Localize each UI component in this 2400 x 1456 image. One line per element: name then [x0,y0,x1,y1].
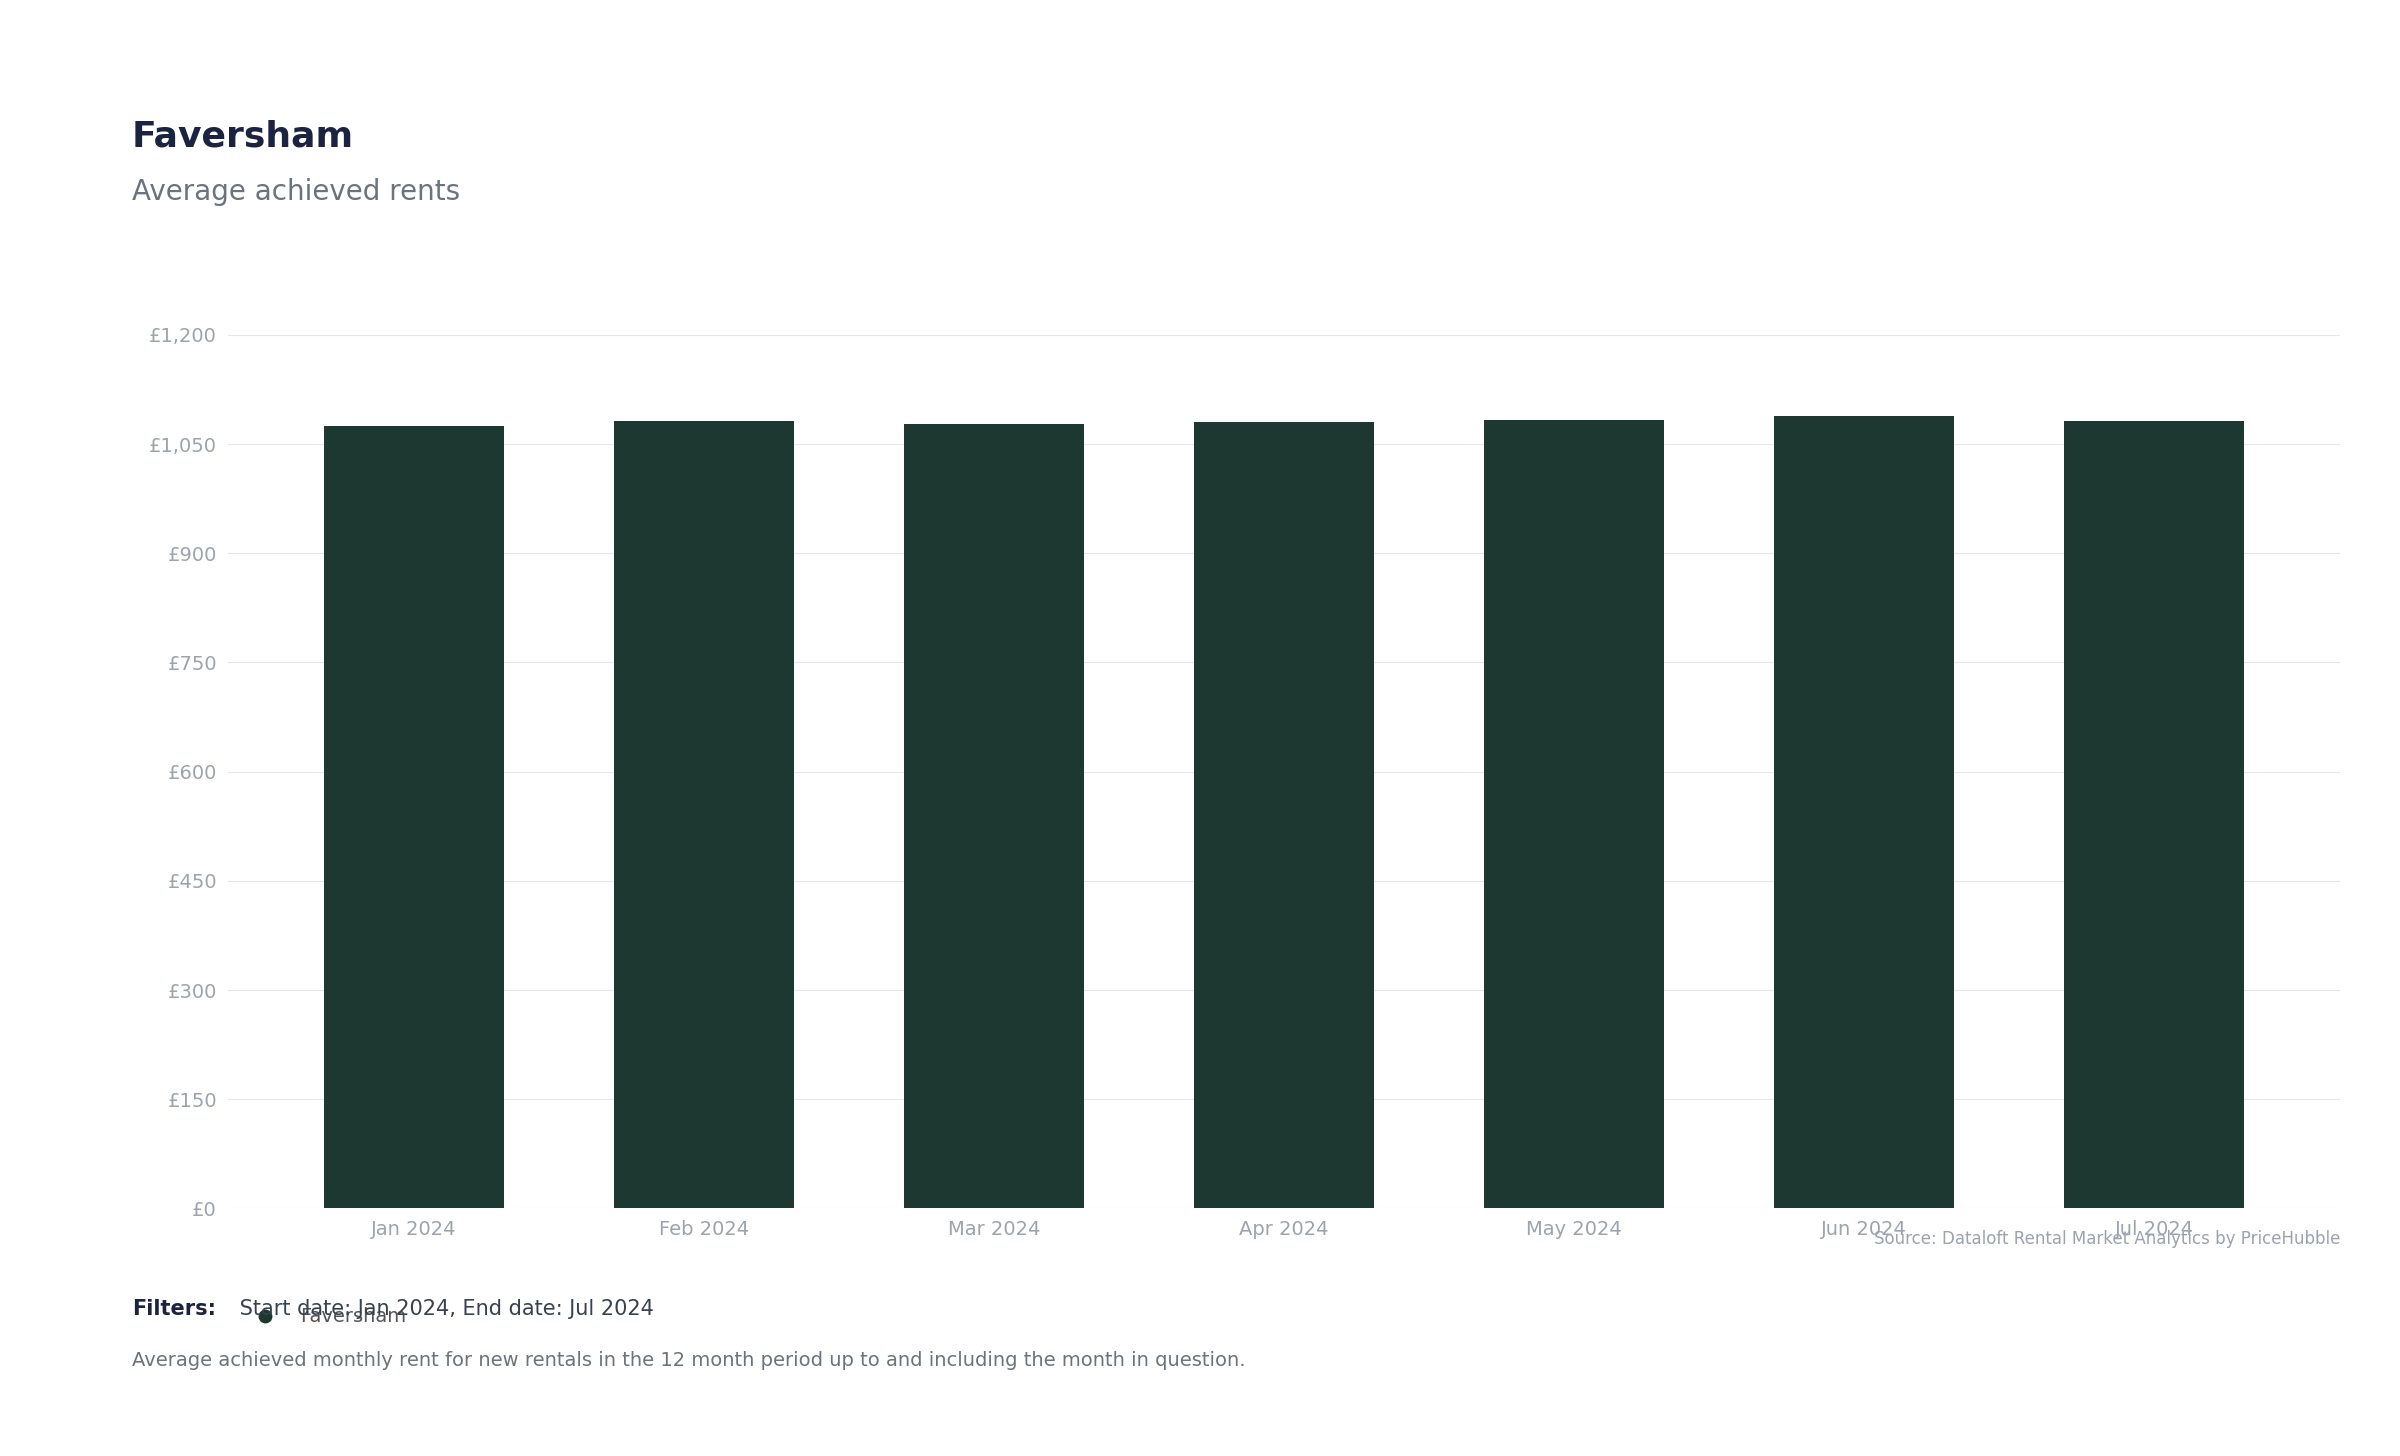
Bar [2064,421,2244,1208]
Bar [905,424,1085,1208]
Text: Average achieved monthly rent for new rentals in the 12 month period up to and i: Average achieved monthly rent for new re… [132,1351,1246,1370]
Bar [1483,419,1663,1208]
Legend: Faversham: Faversham [238,1300,413,1334]
Text: Source: Dataloft Rental Market Analytics by PriceHubble: Source: Dataloft Rental Market Analytics… [1874,1230,2340,1248]
Bar [1195,422,1373,1208]
Bar [614,421,794,1208]
Text: Average achieved rents: Average achieved rents [132,178,461,205]
Bar [1774,416,1954,1208]
Text: Start date: Jan 2024, End date: Jul 2024: Start date: Jan 2024, End date: Jul 2024 [233,1299,653,1319]
Bar [324,425,504,1208]
Text: Faversham: Faversham [132,119,355,153]
Text: Filters:: Filters: [132,1299,216,1319]
